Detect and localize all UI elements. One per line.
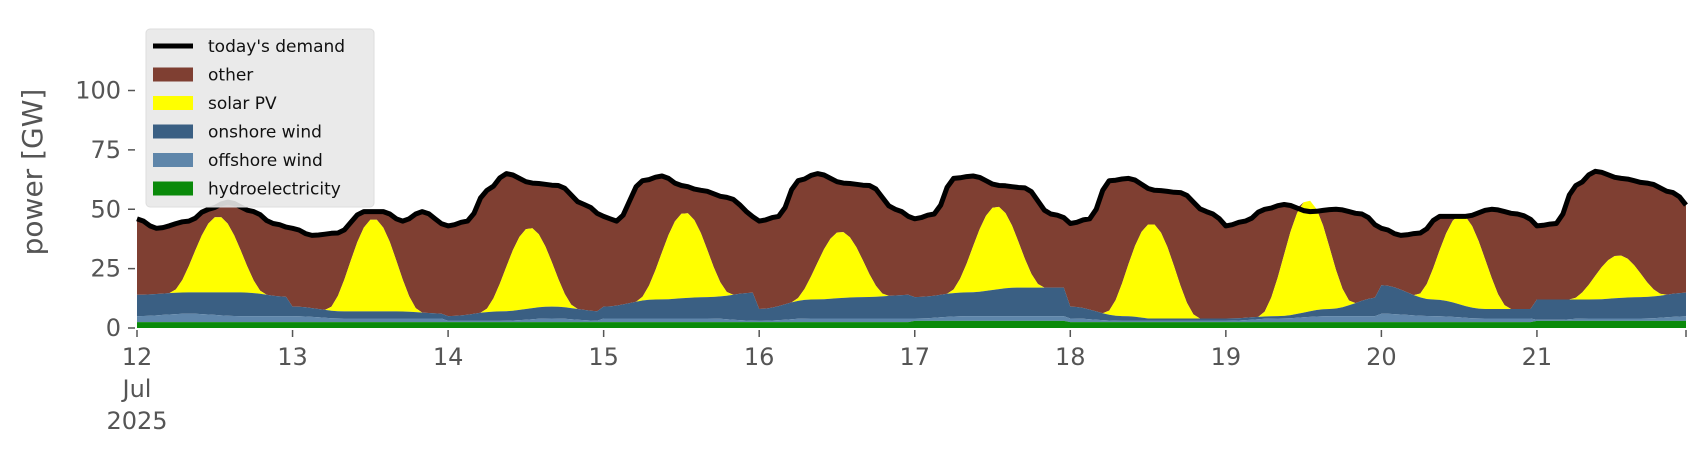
x-tick-label: 19	[1211, 343, 1242, 371]
x-tick-label: 15	[588, 343, 619, 371]
area-hydroelectricity	[137, 320, 1686, 328]
x-tick-label: 12	[122, 343, 153, 371]
plot-area	[136, 168, 1688, 328]
x-tick-label: 17	[899, 343, 930, 371]
area-offshore-wind	[137, 313, 1686, 323]
x-axis: 12 Jul 2025 13 14 15 16 17 18 19 20 21	[106, 330, 1687, 435]
y-axis-label: power [GW]	[16, 89, 49, 256]
legend-label-other: other	[208, 66, 253, 86]
legend-swatch-solar-pv	[153, 96, 193, 110]
legend-label-onshore-wind: onshore wind	[208, 123, 322, 143]
x-tick-month-label: Jul	[121, 375, 152, 403]
x-tick-label: 16	[744, 343, 775, 371]
legend-swatch-hydroelectricity	[153, 181, 193, 196]
x-tick-label: 20	[1366, 343, 1397, 371]
legend: today's demand other solar PV onshore wind o…	[145, 28, 375, 208]
y-tick-label: 50	[90, 195, 121, 223]
line-todays-demand	[136, 168, 1688, 238]
x-tick-label: 14	[433, 343, 464, 371]
legend-swatch-other	[153, 67, 193, 82]
legend-swatch-onshore-wind	[153, 124, 193, 139]
area-onshore-wind	[137, 285, 1686, 321]
legend-swatch-offshore-wind	[153, 153, 193, 167]
legend-label-solar-pv: solar PV	[208, 94, 277, 114]
y-tick-label: 100	[75, 77, 121, 105]
x-tick-year-label: 2025	[106, 407, 167, 435]
legend-label-today-s-demand: today's demand	[208, 37, 345, 57]
legend-label-hydroelectricity: hydroelectricity	[208, 180, 341, 200]
legend-label-offshore-wind: offshore wind	[208, 151, 323, 171]
x-tick-label: 13	[277, 343, 308, 371]
x-tick-label: 21	[1522, 343, 1553, 371]
legend-box	[145, 28, 375, 208]
y-tick-label: 75	[90, 136, 121, 164]
y-tick-label: 25	[90, 255, 121, 283]
area-solar-pv	[137, 200, 1686, 319]
y-tick-label: 0	[106, 314, 121, 342]
y-axis: 0 25 50 75 100	[75, 77, 135, 342]
x-tick-label: 18	[1055, 343, 1086, 371]
